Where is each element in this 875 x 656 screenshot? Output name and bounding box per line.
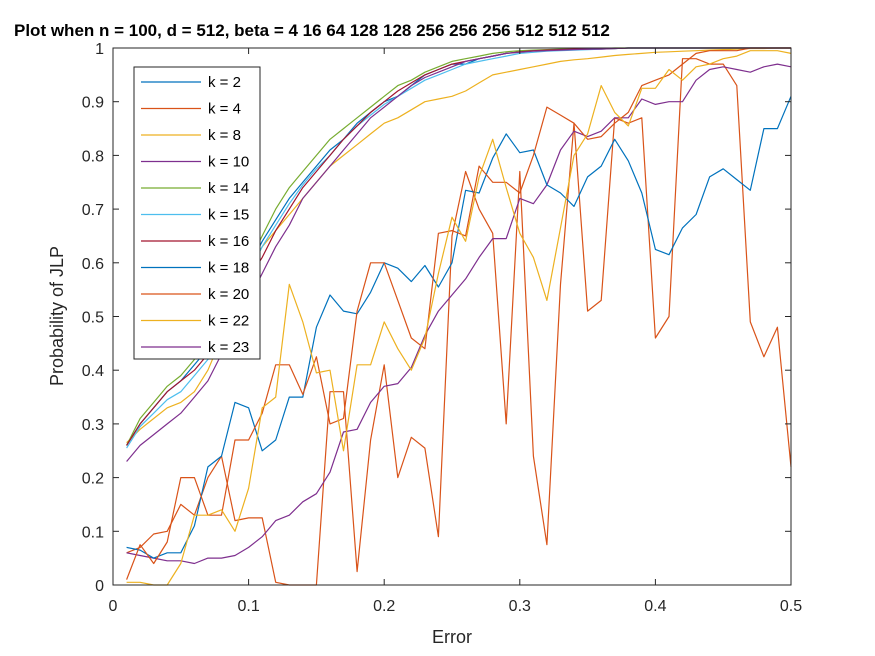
y-tick-label: 0.7 xyxy=(82,202,104,219)
legend-label: k = 2 xyxy=(208,74,241,91)
x-tick-label: 0 xyxy=(109,598,118,615)
x-tick-label: 0.2 xyxy=(373,598,395,615)
chart-title: Plot when n = 100, d = 512, beta = 4 16 … xyxy=(14,21,610,40)
y-tick-label: 0.4 xyxy=(82,363,104,380)
legend-box xyxy=(133,66,261,360)
legend-label: k = 23 xyxy=(208,339,249,356)
legend-label: k = 15 xyxy=(208,207,249,224)
y-tick-label: 1 xyxy=(95,41,104,58)
legend-label: k = 14 xyxy=(208,180,249,197)
y-tick-label: 0.9 xyxy=(82,95,104,112)
x-tick-label: 0.1 xyxy=(237,598,259,615)
legend-label: k = 8 xyxy=(208,127,241,144)
y-tick-label: 0.5 xyxy=(82,310,104,327)
legend-label: k = 4 xyxy=(208,101,241,118)
legend-label: k = 20 xyxy=(208,286,249,303)
legend-label: k = 22 xyxy=(208,313,249,330)
y-tick-label: 0 xyxy=(95,578,104,595)
legend-label: k = 10 xyxy=(208,154,249,171)
legend-label: k = 16 xyxy=(208,233,249,250)
y-tick-label: 0.2 xyxy=(82,471,104,488)
y-axis-label: Probability of JLP xyxy=(47,246,67,386)
x-tick-label: 0.4 xyxy=(644,598,666,615)
y-tick-label: 0.6 xyxy=(82,256,104,273)
axis-ticks: 0 0.1 0.2 0.3 0.4 0.5 0 0.1 0.2 0.3 0.4 0.5 0.6 0.7 0.… xyxy=(82,41,802,615)
y-tick-label: 0.3 xyxy=(82,417,104,434)
legend: k = 2 k = 4 k = 8 k = 10 k = 14 k = 15 k = 16 k… xyxy=(133,66,261,360)
series-line-k-22 xyxy=(126,50,792,586)
series-line-k-20 xyxy=(126,47,791,580)
series-line-k-18 xyxy=(126,96,792,559)
x-axis-label: Error xyxy=(432,627,472,647)
y-tick-label: 0.8 xyxy=(82,148,104,165)
x-tick-label: 0.3 xyxy=(509,598,531,615)
series-line-k-10 xyxy=(126,63,792,565)
x-tick-label: 0.5 xyxy=(780,598,802,615)
y-tick-label: 0.1 xyxy=(82,524,104,541)
legend-label: k = 18 xyxy=(208,260,249,277)
